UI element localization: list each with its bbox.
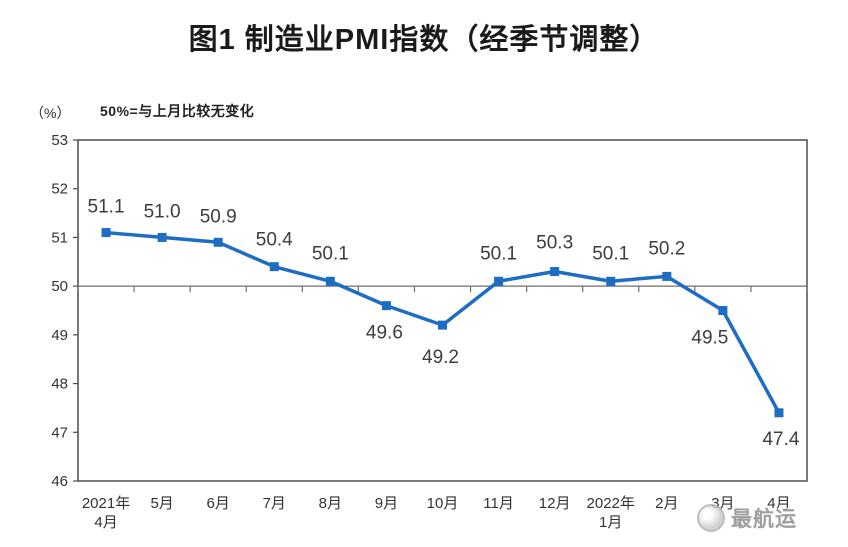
data-point-label: 50.1 xyxy=(312,243,349,264)
data-point-label: 51.1 xyxy=(88,197,125,218)
data-point-label: 50.2 xyxy=(648,238,685,259)
data-point-label: 51.0 xyxy=(144,201,181,222)
x-axis-tick-label: 6月 xyxy=(207,495,230,512)
data-point-marker xyxy=(381,301,391,311)
data-point-marker xyxy=(101,228,111,238)
data-point-marker xyxy=(606,276,616,286)
plot-border xyxy=(77,139,808,482)
x-axis-tick-label: 2021年 4月 xyxy=(82,495,130,531)
chart-title: 图1 制造业PMI指数（经季节调整） xyxy=(188,24,660,56)
watermark-text: 最航运 xyxy=(731,508,797,531)
watermark-logo-icon xyxy=(697,504,725,532)
data-point-marker xyxy=(269,262,279,272)
data-point-label: 50.3 xyxy=(536,233,573,254)
x-axis-tick-label: 9月 xyxy=(375,495,398,512)
y-axis-tick-label: 53 xyxy=(51,132,68,149)
data-point-label: 49.5 xyxy=(691,328,728,349)
x-axis-tick-label: 8月 xyxy=(319,495,342,512)
data-point-label: 50.9 xyxy=(200,206,237,227)
x-axis-tick-label: 2月 xyxy=(655,495,678,512)
data-point-marker xyxy=(774,408,784,418)
y-axis-tick-label: 46 xyxy=(51,473,68,490)
y-axis-unit-label: （%） xyxy=(30,105,71,121)
x-axis-tick-label: 7月 xyxy=(263,495,286,512)
data-point-label: 49.2 xyxy=(422,347,459,368)
x-axis-tick-label: 12月 xyxy=(539,495,571,512)
x-axis-tick-label: 5月 xyxy=(150,495,173,512)
data-point-label: 50.4 xyxy=(256,230,293,251)
x-axis-tick-label: 4月 xyxy=(767,495,790,512)
data-point-marker xyxy=(157,232,167,242)
data-point-marker xyxy=(325,276,335,286)
x-axis-tick-label: 10月 xyxy=(427,495,459,512)
data-point-marker xyxy=(718,306,728,315)
y-axis-tick-label: 51 xyxy=(51,229,68,246)
x-axis-tick-label: 11月 xyxy=(483,495,514,512)
x-axis-tick-label: 2022年 1月 xyxy=(587,495,635,531)
y-axis-tick-label: 52 xyxy=(51,181,68,198)
y-axis-tick-label: 49 xyxy=(51,327,68,344)
data-point-marker xyxy=(494,276,504,286)
data-point-label: 49.6 xyxy=(366,323,403,344)
data-point-label: 50.1 xyxy=(592,243,629,264)
reference-line-note: 50%=与上月比较无变化 xyxy=(100,103,255,119)
data-point-marker xyxy=(550,267,560,277)
data-point-marker xyxy=(438,320,447,330)
y-axis-tick-label: 50 xyxy=(51,278,68,295)
data-point-label: 50.1 xyxy=(480,243,517,264)
watermark: 最航运 xyxy=(697,503,797,533)
y-axis-tick-label: 47 xyxy=(51,424,68,441)
data-point-marker xyxy=(213,237,223,247)
y-axis-tick-label: 48 xyxy=(51,376,68,393)
data-point-label: 47.4 xyxy=(762,429,799,450)
data-point-marker xyxy=(662,271,672,281)
